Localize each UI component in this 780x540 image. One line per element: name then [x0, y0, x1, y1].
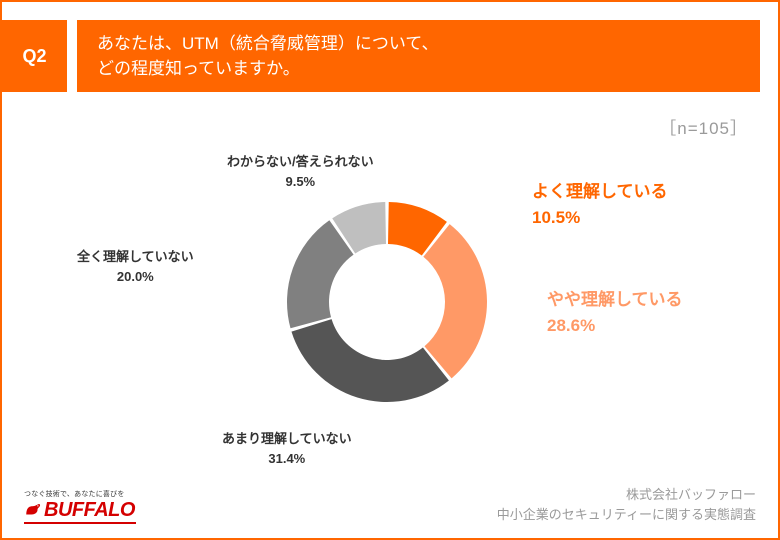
slice-label-name: わからない/答えられない: [227, 152, 374, 172]
donut-slice-notmuch: [291, 319, 448, 402]
logo-underline: [24, 522, 136, 524]
question-title-line2: どの程度知っていますか。: [97, 59, 300, 78]
question-title-line1: あなたは、UTM（統合脅威管理）について、: [97, 34, 438, 53]
logo-text: BUFFALO: [44, 499, 135, 521]
logo-tagline: つなぐ技術で、あなたに喜びを: [24, 491, 136, 499]
sample-size-label: ［n=105］: [659, 114, 748, 139]
chart-area: よく理解している10.5% やや理解している28.6% あまり理解していない31.4…: [2, 157, 780, 477]
slice-label-name: あまり理解していない: [222, 429, 352, 449]
donut-chart: [272, 187, 502, 417]
donut-slice-somewhat: [423, 224, 487, 378]
attribution-line1: 株式会社バッファロー: [497, 485, 756, 505]
slice-label-name: やや理解している: [547, 287, 683, 313]
slice-label-pct: 31.4%: [222, 449, 352, 469]
question-number-tag: Q2: [2, 20, 67, 92]
slice-label-notmuch: あまり理解していない31.4%: [222, 429, 352, 468]
slice-label-somewhat: やや理解している28.6%: [547, 287, 683, 338]
donut-slice-notatall: [287, 220, 354, 328]
slice-label-name: よく理解している: [532, 179, 668, 205]
slice-label-name: 全く理解していない: [77, 247, 194, 267]
slice-label-pct: 10.5%: [532, 205, 668, 231]
slice-label-well: よく理解している10.5%: [532, 179, 668, 230]
buffalo-icon: [24, 501, 42, 519]
slice-label-pct: 9.5%: [227, 172, 374, 192]
attribution-line2: 中小企業のセキュリティーに関する実態調査: [497, 505, 756, 525]
brand-logo: つなぐ技術で、あなたに喜びを BUFFALO: [24, 491, 136, 524]
slice-label-pct: 20.0%: [77, 267, 194, 287]
question-title: あなたは、UTM（統合脅威管理）について、 どの程度知っていますか。: [77, 20, 760, 92]
slice-label-pct: 28.6%: [547, 313, 683, 339]
attribution: 株式会社バッファロー 中小企業のセキュリティーに関する実態調査: [497, 485, 756, 524]
slice-label-notatall: 全く理解していない20.0%: [77, 247, 194, 286]
slice-label-dontknow: わからない/答えられない9.5%: [227, 152, 374, 191]
